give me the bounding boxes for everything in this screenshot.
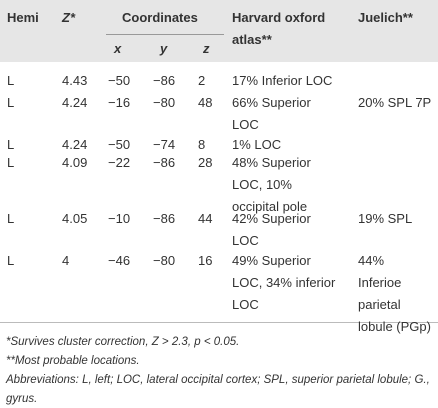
table-cell: 48 [198,95,213,110]
table-cell-line: LOC [232,117,259,132]
table-cell: 4.24 [62,137,88,152]
table-cell: 4.05 [62,211,88,226]
table-cell: −86 [153,211,176,226]
table-cell: L [7,95,15,110]
table-cell: −80 [153,95,176,110]
table-rule [0,322,438,323]
table-cell-line: 20% SPL 7P [358,95,432,110]
table-cell: L [7,73,15,88]
header-cell: z [203,41,210,56]
table-cell: L [7,137,15,152]
table-cell: L [7,211,15,226]
table-cell: 2 [198,73,206,88]
table-cell-line: 49% Superior [232,253,311,268]
table-cell: 4.24 [62,95,88,110]
table-cell-line: parietal [358,297,401,312]
table-cell: 4.09 [62,155,88,170]
table-cell-line: Inferioe [358,275,402,290]
table-cell-line: LOC, 34% inferior [232,275,336,290]
table-cell: 28 [198,155,213,170]
table-cell: −50 [108,137,131,152]
header-cell: Juelich** [358,10,413,25]
table-cell: −86 [153,73,176,88]
table-cell: 16 [198,253,213,268]
table-cell: −80 [153,253,176,268]
table-cell: −46 [108,253,131,268]
header-cell: Hemi [7,10,39,25]
header-rule [106,34,224,35]
table-cell-line: LOC [232,297,259,312]
footnote: Abbreviations: L, left; LOC, lateral occ… [6,374,430,405]
footnote: *Survives cluster correction, Z > 2.3, p… [6,336,240,348]
table-cell-line: 1% LOC [232,137,282,152]
header-cell: Harvard oxford atlas** [232,10,326,47]
header-background [0,0,438,62]
table-cell-line: occipital pole [232,199,308,214]
footnote: **Most probable locations. [6,355,140,367]
header-cell: Coordinates [122,10,198,25]
table-cell: 8 [198,137,206,152]
table-cell-line: LOC [232,233,259,248]
table-cell: −22 [108,155,131,170]
table-cell: 4 [62,253,70,268]
table-cell-line: 48% Superior [232,155,311,170]
table-cell: L [7,253,15,268]
table-cell: 4.43 [62,73,88,88]
table-cell-line: 19% SPL [358,211,413,226]
table-cell-line: lobule (PGp) [358,319,431,334]
table-cell-line: 42% Superior [232,211,311,226]
table-cell: −16 [108,95,131,110]
table-cell: −86 [153,155,176,170]
table-cell: −50 [108,73,131,88]
header-cell: Z* [62,10,75,25]
table-cell-line: 66% Superior [232,95,311,110]
table-cell: L [7,155,15,170]
header-cell: x [114,41,122,56]
table-cell-line: 17% Inferior LOC [232,73,333,88]
header-cell: y [160,41,168,56]
table-cell-line: LOC, 10% [232,177,292,192]
table-cell-line: 44% [358,253,385,268]
table-cell: −10 [108,211,131,226]
table-cell: 44 [198,211,213,226]
table-cell: −74 [153,137,176,152]
